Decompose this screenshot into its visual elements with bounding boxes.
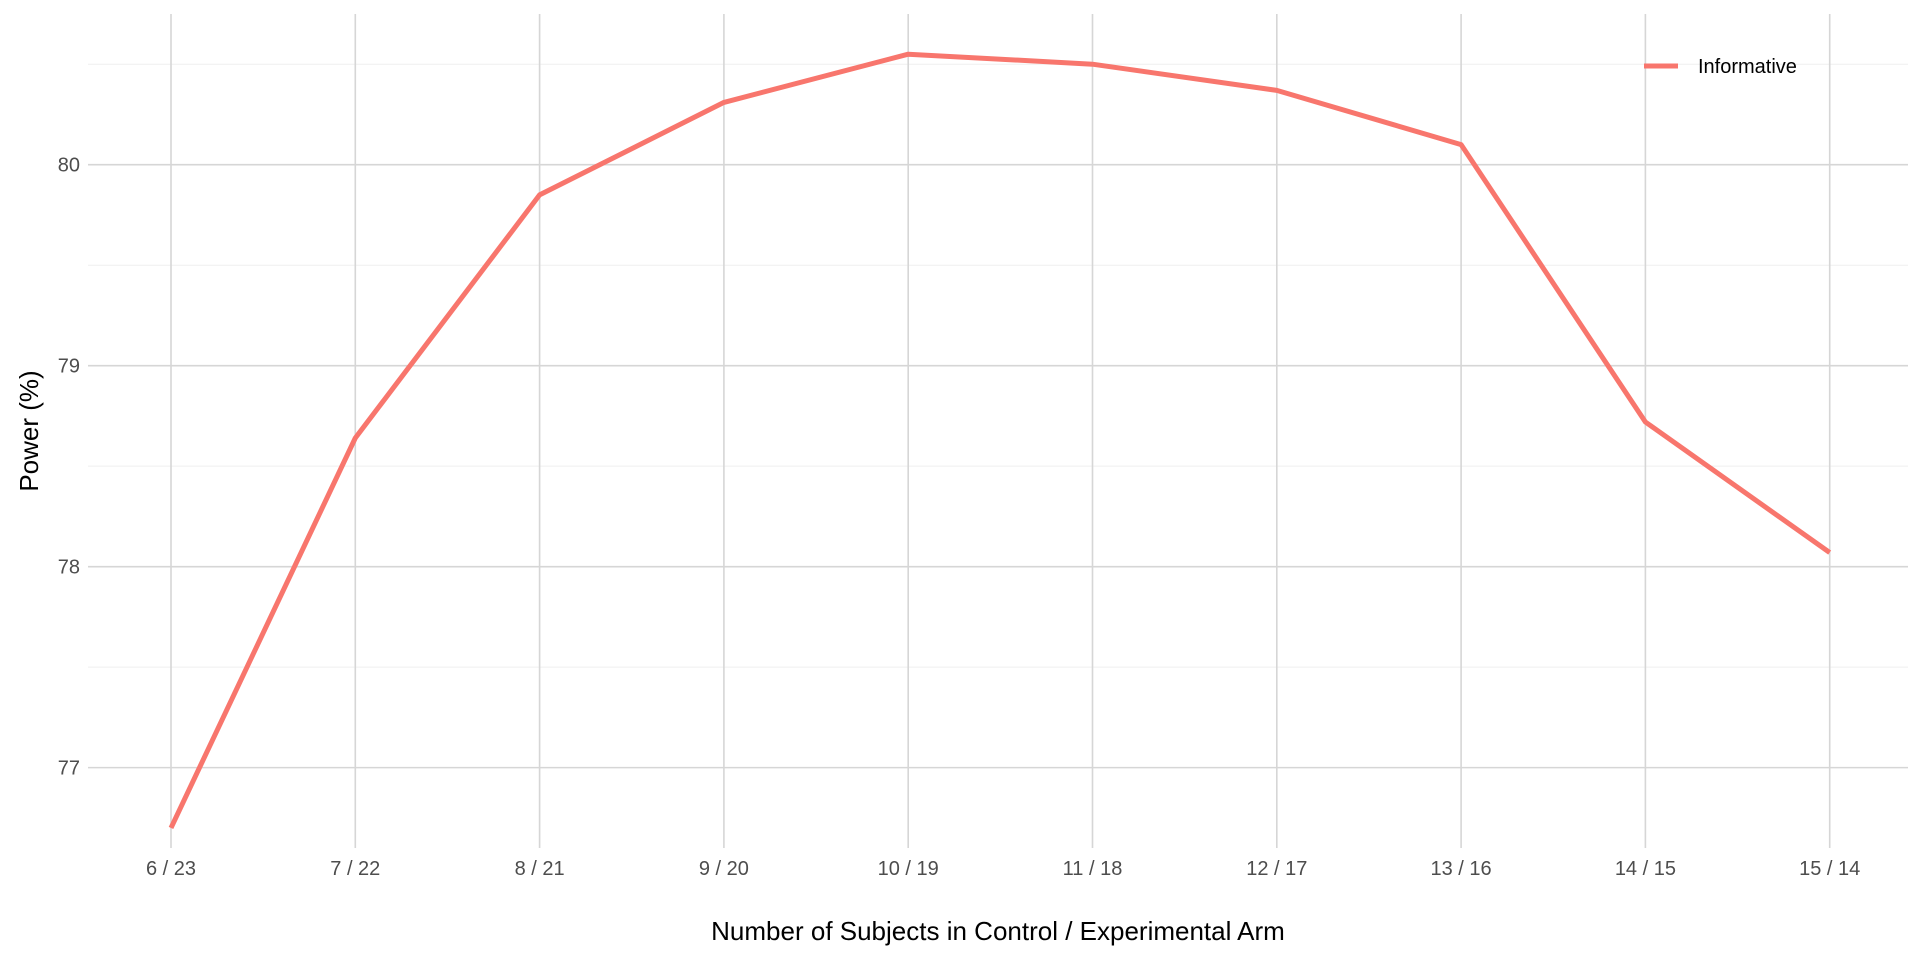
x-tick-label: 13 / 16 xyxy=(1431,858,1492,880)
legend-label-informative: Informative xyxy=(1698,56,1797,78)
x-tick-label: 15 / 14 xyxy=(1799,858,1860,880)
x-tick-label: 8 / 21 xyxy=(515,858,565,880)
series-layer xyxy=(168,51,1832,829)
grid-layer xyxy=(88,14,1908,848)
y-tick-label: 80 xyxy=(58,155,80,177)
x-tick-labels: 6 / 23 7 / 22 8 / 21 9 / 20 10 / 19 11 / 18 12… xyxy=(146,858,1860,880)
x-tick-label: 10 / 19 xyxy=(878,858,939,880)
x-tick-label: 14 / 15 xyxy=(1615,858,1676,880)
x-tick-label: 9 / 20 xyxy=(699,858,749,880)
legend: Informative xyxy=(1644,56,1797,78)
series-line-informative xyxy=(168,51,1832,829)
y-tick-label: 78 xyxy=(58,557,80,579)
y-axis-title: Power (%) xyxy=(14,370,44,491)
y-tick-label: 77 xyxy=(58,758,80,780)
y-tick-label: 79 xyxy=(58,356,80,378)
x-tick-label: 6 / 23 xyxy=(146,858,196,880)
y-tick-labels: 77 78 79 80 xyxy=(58,155,80,780)
x-tick-label: 7 / 22 xyxy=(330,858,380,880)
x-axis-title: Number of Subjects in Control / Experime… xyxy=(711,916,1285,946)
x-tick-label: 12 / 17 xyxy=(1246,858,1307,880)
x-tick-label: 11 / 18 xyxy=(1063,858,1123,880)
